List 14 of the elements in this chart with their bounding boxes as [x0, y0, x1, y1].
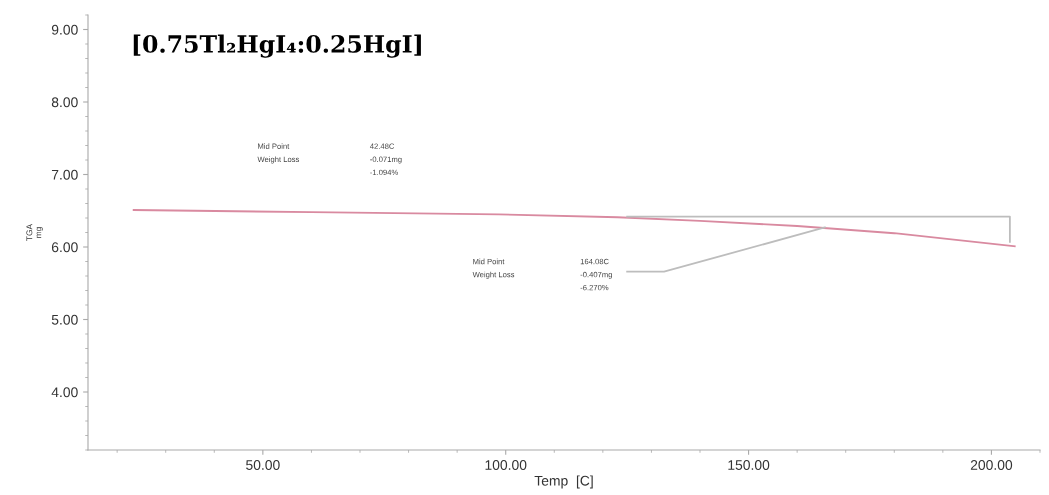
- y-axis-title: TGA mg: [26, 223, 43, 241]
- y-tick-label: 9.00: [51, 24, 78, 35]
- x-axis-title: Temp [C]: [534, 475, 593, 489]
- y-tick-label: 5.00: [51, 314, 78, 325]
- x-tick-label: 50.00: [246, 460, 280, 470]
- x-tick-label: 150.00: [728, 460, 770, 470]
- y-tick-label: 8.00: [51, 97, 78, 108]
- line-series: [132, 209, 1016, 248]
- y-tick-label: 4.00: [51, 387, 78, 398]
- y-tick-label: 7.00: [51, 169, 78, 180]
- x-tick-label: 100.00: [485, 460, 527, 470]
- text: [0.75Tl₂HgI₄:0.25HgI]: [133, 34, 421, 58]
- x-tick-label: 200.00: [970, 460, 1013, 470]
- y-tick-label: 6.00: [51, 242, 78, 253]
